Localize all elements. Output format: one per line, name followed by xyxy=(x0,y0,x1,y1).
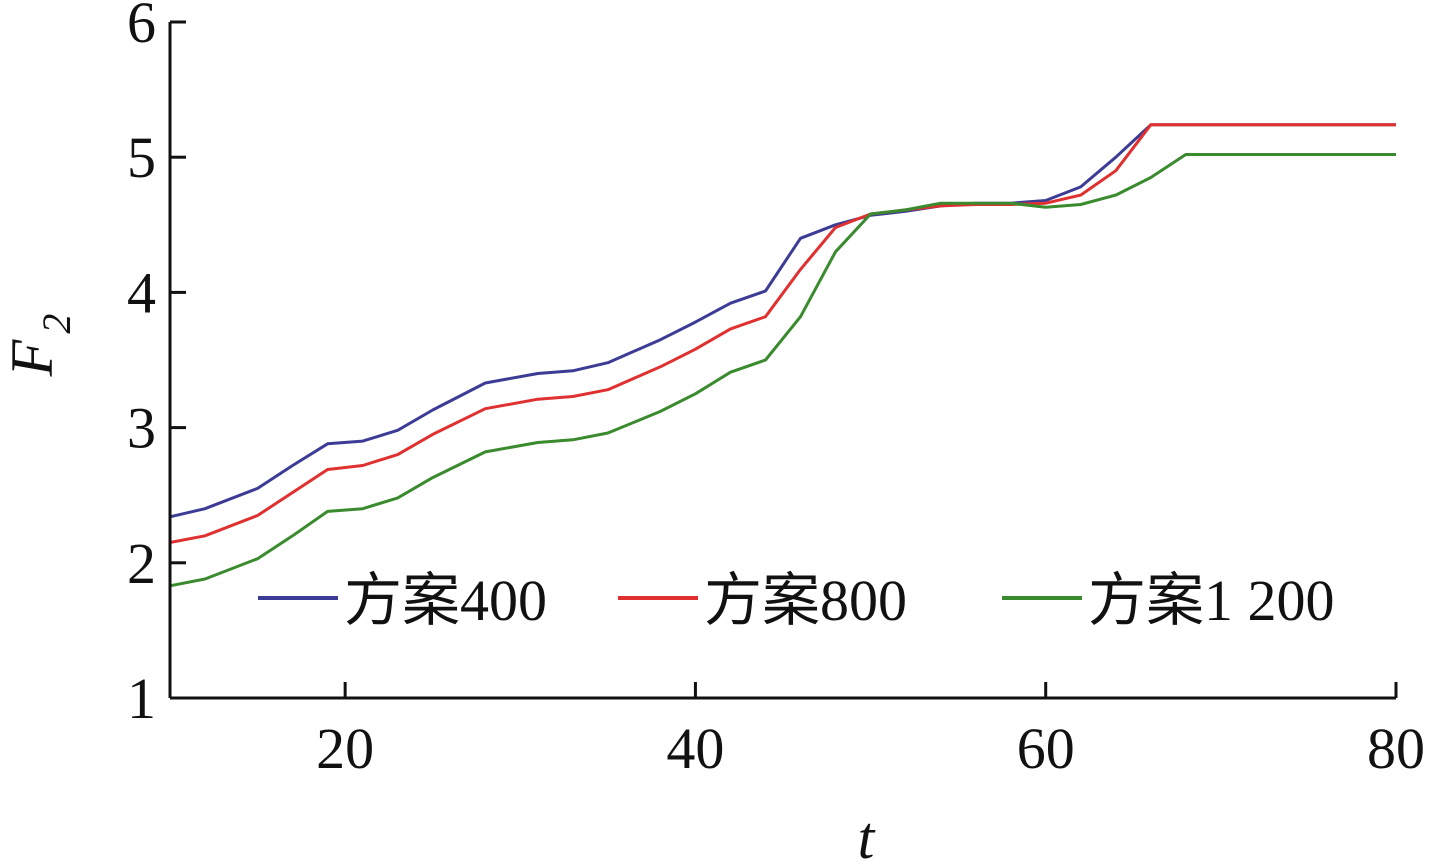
legend-label: 方案800 xyxy=(704,568,907,633)
y-tick-label: 2 xyxy=(127,531,156,596)
series-lines xyxy=(169,123,1396,588)
y-axis-title: F2 xyxy=(0,314,79,378)
x-tick-label: 80 xyxy=(1367,716,1425,781)
y-tick-label: 5 xyxy=(127,125,156,190)
y-tick-label: 6 xyxy=(127,0,156,55)
y-axis-title-sub: 2 xyxy=(34,314,79,334)
y-tick-label: 1 xyxy=(127,666,156,731)
legend-item-3: 方案1 200 xyxy=(1002,568,1335,633)
y-axis-title-main: F xyxy=(0,338,65,377)
x-tick-label: 60 xyxy=(1017,716,1075,781)
legend-item-1: 方案400 xyxy=(258,568,547,633)
svg-text:F2: F2 xyxy=(0,314,79,378)
ticks: 1 2 3 4 5 6 20 40 60 80 xyxy=(127,0,1425,781)
x-tick-label: 20 xyxy=(316,716,374,781)
legend-label: 方案1 200 xyxy=(1088,568,1335,633)
series-line-2 xyxy=(169,123,1396,544)
legend-item-2: 方案800 xyxy=(618,568,907,633)
x-axis-title: t xyxy=(858,805,876,868)
axes xyxy=(168,22,1396,700)
legend: 方案400 方案800 方案1 200 xyxy=(258,568,1335,633)
legend-label: 方案400 xyxy=(344,568,547,633)
y-tick-label: 3 xyxy=(127,396,156,461)
series-line-1 xyxy=(169,123,1396,519)
y-tick-label: 4 xyxy=(127,260,156,325)
x-tick-label: 40 xyxy=(666,716,724,781)
series-line-3 xyxy=(169,153,1396,588)
